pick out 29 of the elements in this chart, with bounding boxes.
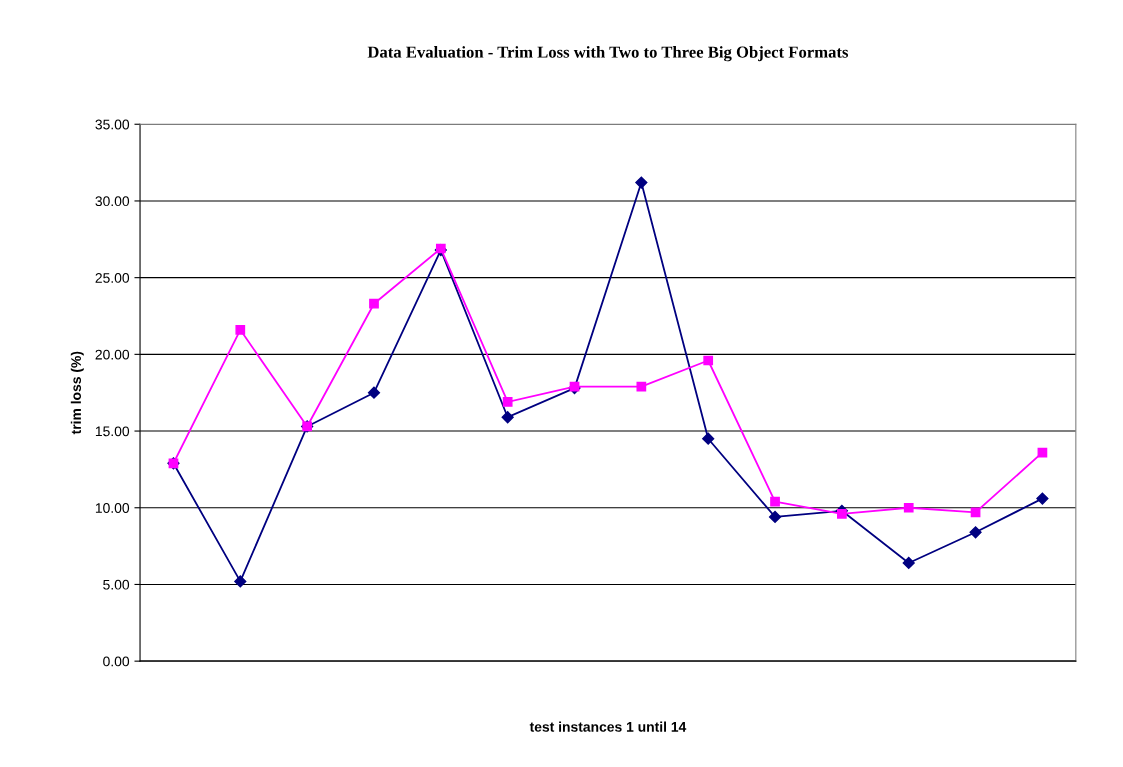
point	[635, 176, 648, 189]
point	[902, 556, 915, 570]
point	[1036, 492, 1049, 505]
y-axis-title: trim loss (%)	[70, 351, 84, 435]
point	[234, 575, 247, 588]
point	[903, 502, 914, 513]
point	[502, 397, 513, 407]
point	[501, 411, 514, 424]
point	[235, 324, 246, 335]
chart-title: Data Evaluation - Trim Loss with Two to Three Big Object Formats	[367, 46, 849, 62]
point	[369, 298, 379, 309]
y-tick-label: 35.00	[95, 119, 130, 130]
point	[969, 526, 982, 539]
point	[636, 381, 647, 392]
point	[837, 509, 847, 519]
y-tick-label: 30.00	[95, 196, 130, 207]
point	[768, 510, 782, 524]
x-axis-title: test instances 1 until 14	[529, 721, 687, 732]
y-tick-label: 10.00	[95, 503, 130, 513]
point	[770, 496, 780, 507]
y-tick-label: 0.00	[103, 656, 130, 667]
y-tick-label: 5.00	[103, 579, 130, 590]
point	[702, 432, 715, 445]
y-tick-label: 25.00	[95, 272, 130, 283]
point	[703, 355, 714, 366]
point	[367, 386, 381, 399]
point	[970, 507, 981, 518]
y-tick-label: 20.00	[95, 349, 130, 360]
y-tick-label: 15.00	[95, 426, 130, 437]
